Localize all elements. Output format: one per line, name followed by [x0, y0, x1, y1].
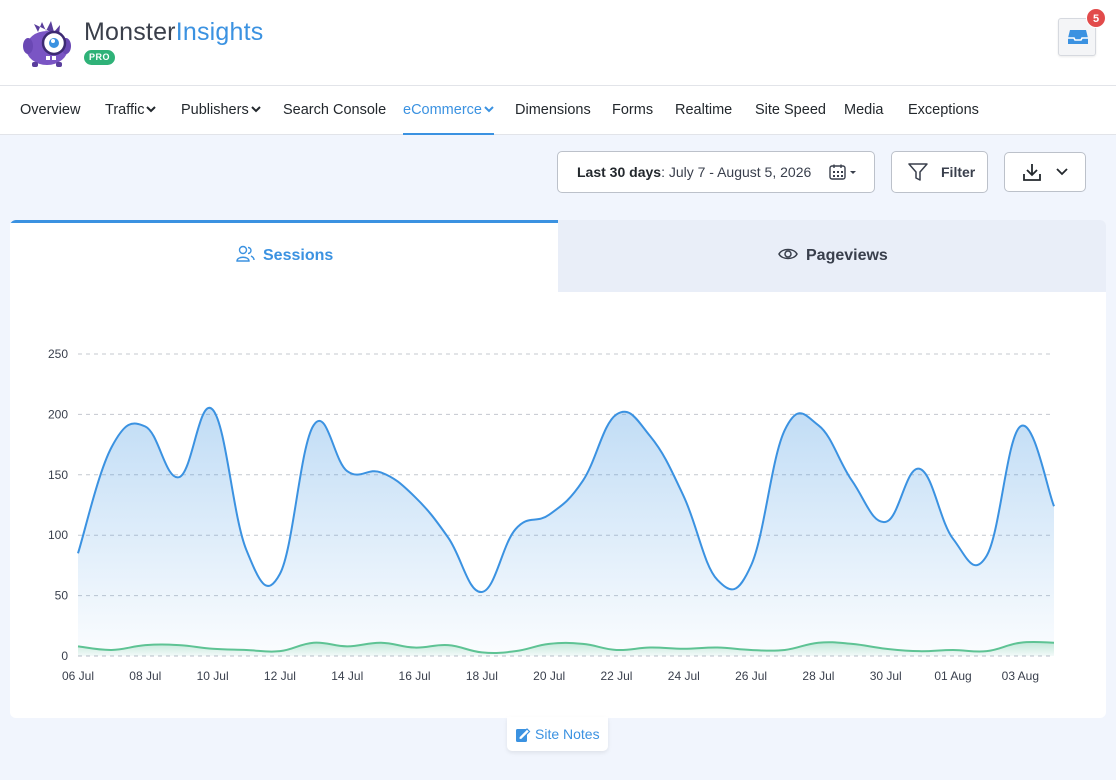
sessions-series-area: [78, 407, 1054, 656]
x-tick-label: 03 Aug: [1002, 669, 1039, 683]
sessions-series-line: [77, 406, 1055, 593]
filter-label: Filter: [941, 164, 976, 180]
eye-icon: [778, 249, 798, 260]
overview-chart-panel: Sessions Pageviews 0 50 100 150 200 250 06 Jul…: [10, 220, 1106, 718]
x-tick-label: 10 Jul: [197, 669, 229, 683]
export-button[interactable]: [1004, 152, 1086, 192]
nav-item-forms[interactable]: Forms: [612, 86, 653, 134]
main-nav: Overview Traffic Publishers Search Conso…: [0, 86, 1116, 135]
y-tick-label: 200: [48, 407, 68, 421]
site-notes-button[interactable]: Site Notes: [507, 717, 608, 751]
secondary-series-area: [78, 641, 1054, 656]
nav-item-label: Publishers: [181, 102, 249, 118]
y-tick-label: 0: [61, 649, 68, 663]
notification-count-badge: 5: [1086, 8, 1106, 28]
edit-note-icon: [516, 728, 531, 742]
tab-pageviews-inner: Pageviews: [778, 220, 888, 292]
app-header: MonsterInsights PRO 5: [0, 0, 1116, 86]
date-range-label: Last 30 days: [577, 164, 662, 180]
nav-item-dimensions[interactable]: Dimensions: [515, 86, 591, 134]
chevron-down-icon: [146, 105, 157, 113]
nav-item-realtime[interactable]: Realtime: [675, 86, 732, 134]
x-tick-label: 01 Aug: [934, 669, 971, 683]
users-icon: [236, 246, 255, 262]
nav-item-exceptions[interactable]: Exceptions: [908, 86, 979, 134]
x-tick-label: 12 Jul: [264, 669, 296, 683]
filter-button[interactable]: Filter: [891, 151, 988, 193]
y-tick-label: 150: [48, 468, 68, 482]
secondary-series-line: [77, 640, 1055, 654]
site-notes-label: Site Notes: [535, 726, 600, 742]
x-tick-label: 22 Jul: [600, 669, 632, 683]
sessions-line-chart: 0 50 100 150 200 250 06 Jul 08 Jul 10 Jul 12 Jul 1…: [48, 347, 1055, 683]
x-tick-label: 24 Jul: [668, 669, 700, 683]
nav-item-label: Media: [844, 102, 884, 118]
tab-pageviews-label: Pageviews: [806, 247, 888, 264]
date-range-value: : July 7 - August 5, 2026: [661, 164, 812, 180]
x-tick-label: 30 Jul: [870, 669, 902, 683]
nav-item-overview[interactable]: Overview: [20, 86, 80, 134]
brand-name-part1: Monster: [84, 18, 176, 46]
x-tick-label: 20 Jul: [533, 669, 565, 683]
nav-item-traffic[interactable]: Traffic: [105, 86, 157, 134]
y-tick-label: 50: [55, 589, 69, 603]
nav-item-ecommerce[interactable]: eCommerce: [403, 86, 494, 135]
x-tick-label: 06 Jul: [62, 669, 94, 683]
chevron-down-icon: [250, 105, 261, 113]
nav-item-label: Dimensions: [515, 102, 591, 118]
nav-item-media[interactable]: Media: [844, 86, 884, 134]
pro-badge: PRO: [84, 50, 115, 65]
chevron-down-icon: [484, 105, 494, 113]
date-range-picker[interactable]: Last 30 days: July 7 - August 5, 2026: [557, 151, 875, 193]
brand-name-part2: Insights: [175, 18, 264, 46]
nav-item-label: Traffic: [105, 102, 145, 118]
nav-item-label: Exceptions: [908, 102, 979, 118]
y-tick-label: 250: [48, 347, 68, 361]
x-tick-label: 08 Jul: [129, 669, 161, 683]
nav-item-label: Realtime: [675, 102, 733, 118]
x-tick-label: 28 Jul: [802, 669, 834, 683]
calendar-icon: [829, 164, 856, 180]
tab-sessions[interactable]: Sessions: [10, 220, 558, 292]
chevron-down-icon: [1056, 168, 1068, 176]
nav-item-label: eCommerce: [403, 102, 482, 118]
download-icon: [1023, 164, 1041, 181]
tab-sessions-label: Sessions: [263, 247, 334, 264]
nav-item-label: Forms: [612, 102, 654, 118]
tab-sessions-inner: Sessions: [236, 223, 333, 295]
x-tick-label: 26 Jul: [735, 669, 767, 683]
x-tick-label: 16 Jul: [399, 669, 431, 683]
tab-pageviews[interactable]: Pageviews: [558, 220, 1106, 292]
filter-icon: [908, 163, 928, 181]
nav-item-label: Overview: [20, 102, 81, 118]
nav-item-label: Search Console: [283, 102, 387, 118]
nav-item-publishers[interactable]: Publishers: [181, 86, 261, 134]
brand-name: MonsterInsights: [84, 17, 263, 47]
x-tick-label: 14 Jul: [331, 669, 363, 683]
inbox-icon: [1068, 30, 1088, 44]
y-tick-label: 100: [48, 528, 68, 542]
nav-item-label: Site Speed: [755, 102, 826, 118]
x-tick-label: 18 Jul: [466, 669, 498, 683]
nav-item-search-console[interactable]: Search Console: [283, 86, 386, 134]
monster-logo-icon: [23, 21, 71, 67]
nav-item-site-speed[interactable]: Site Speed: [755, 86, 826, 134]
